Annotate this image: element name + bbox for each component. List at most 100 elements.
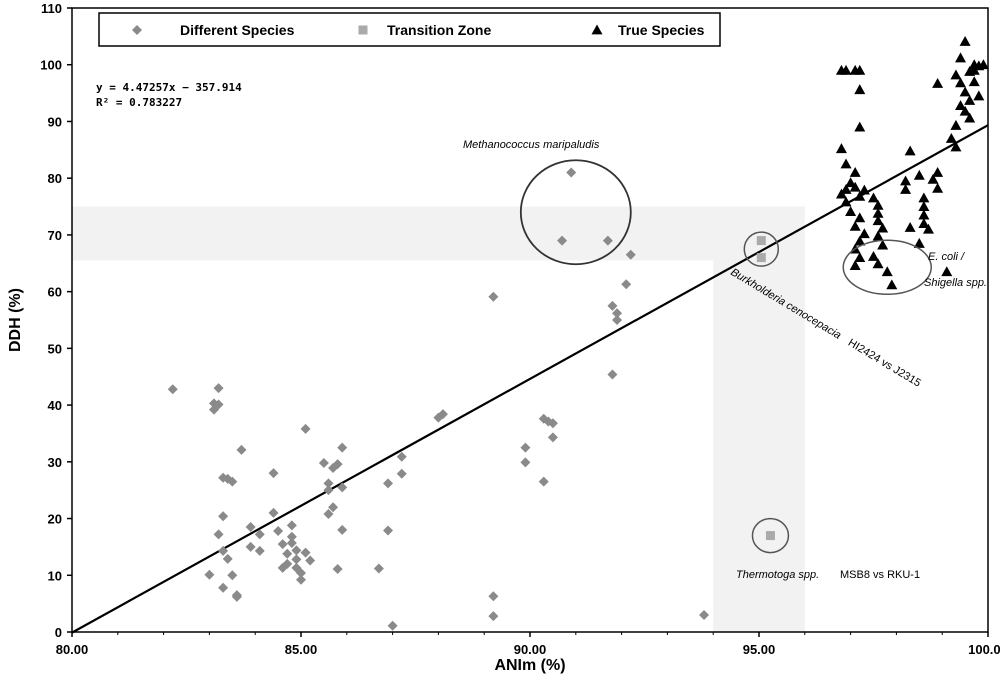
true-species-point bbox=[964, 112, 976, 123]
different-species-point bbox=[538, 476, 549, 487]
true-species-point bbox=[872, 199, 884, 210]
different-species-point bbox=[254, 545, 265, 556]
different-species-point bbox=[300, 423, 311, 434]
x-axis-title: ANIm (%) bbox=[494, 657, 565, 674]
true-species-point bbox=[849, 220, 861, 231]
true-species-point bbox=[835, 143, 847, 154]
annotation-thermotoga-strains: MSB8 vs RKU-1 bbox=[840, 569, 920, 581]
true-species-point bbox=[945, 132, 957, 143]
y-tick-label: 100 bbox=[40, 58, 62, 73]
different-species-point bbox=[291, 545, 302, 556]
regression-r-squared: R² = 0.783227 bbox=[96, 96, 182, 109]
true-species-point bbox=[840, 64, 852, 75]
true-species-point bbox=[932, 182, 944, 193]
y-axis-title: DDH (%) bbox=[7, 288, 24, 352]
true-species-point bbox=[918, 192, 930, 203]
different-species-point bbox=[218, 545, 229, 556]
true-species-point bbox=[854, 212, 866, 223]
true-species-point bbox=[959, 105, 971, 116]
different-species-point bbox=[488, 291, 499, 302]
x-tick-label: 80.00 bbox=[56, 642, 89, 657]
true-species-point bbox=[872, 258, 884, 269]
different-species-point bbox=[328, 502, 339, 513]
legend-label-different-species: Different Species bbox=[180, 22, 295, 38]
true-species-point bbox=[845, 206, 857, 217]
different-species-point bbox=[305, 555, 316, 566]
different-species-point bbox=[437, 409, 448, 420]
different-species-point bbox=[337, 482, 348, 493]
different-species-point bbox=[547, 418, 558, 429]
different-species-point bbox=[227, 570, 238, 581]
plot-frame bbox=[71, 7, 989, 633]
different-species-point bbox=[337, 442, 348, 453]
true-species-point bbox=[900, 184, 912, 194]
true-species-point bbox=[900, 175, 912, 186]
annotation-shigella: Shigella spp. bbox=[924, 277, 987, 289]
different-species-point bbox=[323, 478, 334, 489]
true-species-point bbox=[858, 184, 870, 195]
transition-zone-point bbox=[756, 236, 766, 246]
different-species-point bbox=[383, 478, 394, 489]
legend-marker-transition-zone bbox=[358, 25, 368, 35]
true-species-point bbox=[977, 59, 989, 70]
y-tick-label: 80 bbox=[48, 171, 62, 186]
different-species-point bbox=[218, 582, 229, 593]
y-axis-ticks: 0 10 20 30 40 50 60 70 80 90 100 110 bbox=[40, 1, 72, 640]
legend-transition-zone-point bbox=[358, 25, 368, 35]
true-species-point bbox=[872, 207, 884, 218]
different-species-point bbox=[612, 315, 623, 325]
different-species-point bbox=[318, 457, 329, 468]
true-species-point bbox=[854, 121, 866, 132]
different-species-point bbox=[227, 476, 238, 487]
regression-line bbox=[71, 124, 989, 634]
true-species-point bbox=[877, 239, 889, 250]
legend-label-true-species: True Species bbox=[618, 22, 705, 38]
different-species-point bbox=[245, 541, 256, 552]
true-species-point bbox=[886, 279, 898, 290]
true-species-point bbox=[904, 145, 916, 156]
y-tick-label: 10 bbox=[48, 568, 62, 583]
different-species-point bbox=[332, 564, 343, 575]
true-species-point bbox=[918, 218, 930, 228]
true-species-point bbox=[854, 235, 866, 246]
y-tick-label: 0 bbox=[55, 625, 62, 640]
true-species-point bbox=[840, 158, 852, 169]
true-species-point bbox=[941, 266, 953, 277]
true-species-point bbox=[968, 76, 980, 87]
different-species-point bbox=[520, 457, 531, 468]
different-species-point bbox=[396, 451, 407, 462]
different-species-point bbox=[607, 369, 618, 380]
true-species-point bbox=[854, 84, 866, 95]
different-species-point bbox=[621, 279, 632, 290]
different-species-point bbox=[222, 553, 233, 564]
different-species-point bbox=[213, 529, 224, 540]
true-species-point bbox=[964, 94, 976, 105]
true-species-point bbox=[854, 190, 866, 201]
different-species-point bbox=[231, 591, 242, 602]
different-species-point bbox=[273, 526, 284, 537]
transition-zone-point bbox=[756, 253, 766, 263]
annotation-methanococcus: Methanococcus maripaludis bbox=[463, 139, 600, 151]
different-species-point bbox=[520, 442, 531, 453]
different-species-point bbox=[296, 574, 306, 585]
different-species-point bbox=[602, 235, 613, 246]
x-tick-label: 85.00 bbox=[285, 642, 318, 657]
different-species-point bbox=[286, 531, 297, 542]
true-species-point bbox=[950, 119, 962, 130]
true-species-point bbox=[868, 250, 879, 261]
true-species-point bbox=[858, 228, 870, 239]
legend-different-species-point bbox=[132, 25, 142, 35]
different-species-point bbox=[296, 568, 306, 579]
different-species-point bbox=[547, 432, 558, 443]
annotation-thermotoga: Thermotoga spp. bbox=[736, 569, 819, 581]
different-species-point bbox=[396, 468, 407, 479]
anim-transition-band bbox=[713, 260, 805, 632]
legend-true-species-point bbox=[591, 24, 603, 35]
different-species-point bbox=[286, 537, 297, 548]
true-species-point bbox=[872, 230, 884, 241]
true-species-point bbox=[950, 69, 962, 80]
different-species-point bbox=[282, 558, 293, 569]
different-species-point bbox=[167, 384, 178, 395]
burkholderia-highlight-circle bbox=[743, 231, 780, 267]
